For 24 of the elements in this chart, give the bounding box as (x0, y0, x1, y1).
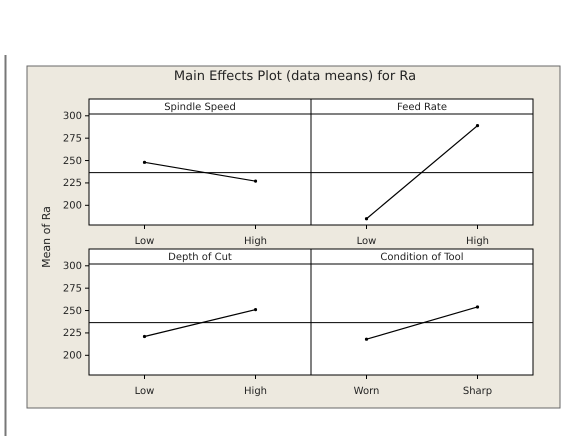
chart-title: Feed Rate (397, 102, 447, 113)
chart-title: Spindle Speed (164, 102, 236, 113)
chart-title: Depth of Cut (168, 252, 232, 263)
y-axis-title: Mean of Ra (40, 206, 53, 268)
x-tick-label: Low (356, 236, 376, 247)
y-tick-label: 200 (62, 200, 82, 212)
x-tick-label: High (244, 236, 267, 247)
x-tick-label: Low (134, 386, 154, 397)
x-tick-label: Low (134, 236, 154, 247)
chart-title: Condition of Tool (380, 252, 464, 263)
y-tick-label: 225 (62, 178, 82, 190)
text: Main Effects Plot (data means) for Ra (174, 69, 416, 84)
y-tick-label: 300 (62, 110, 82, 122)
y-tick-label: 225 (62, 328, 82, 340)
y-tick-label: 200 (62, 350, 82, 362)
x-tick-label: High (244, 386, 267, 397)
y-tick-label: 250 (62, 306, 82, 317)
y-tick-label: 275 (62, 133, 82, 144)
y-tick-label: 275 (62, 283, 82, 294)
x-tick-label: High (466, 236, 489, 247)
x-tick-label: Worn (354, 386, 380, 397)
y-tick-label: 250 (62, 156, 82, 167)
y-tick-label: 300 (62, 260, 82, 272)
x-tick-label: Sharp (462, 386, 492, 397)
